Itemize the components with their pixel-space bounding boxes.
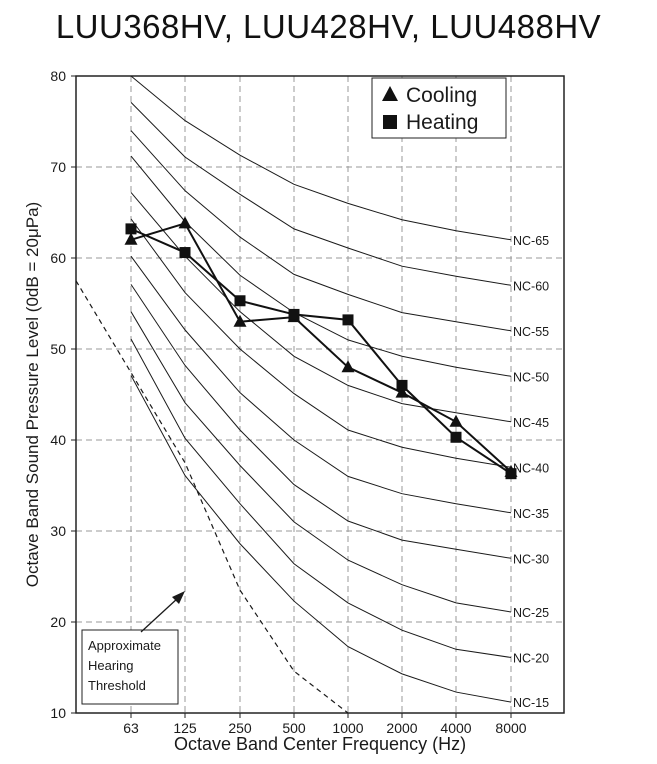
nc-curve-line xyxy=(130,130,512,332)
nc-curve-label: NC-35 xyxy=(513,507,549,521)
nc-curve-label: NC-25 xyxy=(513,606,549,620)
nc-curve-line xyxy=(130,155,512,377)
plot-frame xyxy=(75,75,565,714)
x-tick-label: 500 xyxy=(282,720,306,736)
nc-curve-line xyxy=(130,218,512,468)
annotation-text: Hearing xyxy=(88,658,134,673)
nc-curve-line xyxy=(130,255,512,514)
nc-curve-label: NC-55 xyxy=(513,325,549,339)
nc-curve-line xyxy=(130,102,512,286)
legend-box xyxy=(371,77,507,139)
nc-curve-label: NC-45 xyxy=(513,416,549,430)
x-tick-label: 8000 xyxy=(495,720,526,736)
series-line-heating xyxy=(130,227,512,475)
nc-curve-label: NC-65 xyxy=(513,234,549,248)
x-tick-label: 250 xyxy=(228,720,252,736)
nc-curve-label: NC-15 xyxy=(513,696,549,710)
x-tick-label: 1000 xyxy=(332,720,363,736)
heating-point xyxy=(505,468,517,480)
y-tick-label: 30 xyxy=(50,523,66,539)
annotation-text: Threshold xyxy=(88,678,146,693)
y-tick-label: 80 xyxy=(50,68,66,84)
series-line-cooling xyxy=(130,222,512,473)
x-tick-label: 63 xyxy=(123,720,139,736)
heating-point xyxy=(450,431,462,443)
cooling-point xyxy=(233,314,247,327)
annotation-arrow-line xyxy=(140,597,179,633)
nc-curve-line xyxy=(130,338,512,658)
y-tick-label: 60 xyxy=(50,250,66,266)
nc-curve-line xyxy=(130,75,512,241)
legend-label-heating: Heating xyxy=(406,111,478,134)
x-tick-label: 125 xyxy=(173,720,197,736)
nc-curve-label: NC-30 xyxy=(513,552,549,566)
legend-square-icon xyxy=(383,115,397,129)
heating-point xyxy=(125,223,137,235)
legend-triangle-icon xyxy=(382,86,398,101)
y-tick-label: 20 xyxy=(50,614,66,630)
nc-curve-label: NC-50 xyxy=(513,370,549,384)
nc-curve-line xyxy=(130,284,512,559)
x-tick-label: 4000 xyxy=(440,720,471,736)
cooling-point xyxy=(395,385,409,398)
annotation-box xyxy=(81,629,179,705)
x-tick-label: 2000 xyxy=(386,720,417,736)
heating-point xyxy=(342,314,354,326)
chart-title: LUU368HV, LUU428HV, LUU488HV xyxy=(55,8,602,45)
legend-label-cooling: Cooling xyxy=(406,84,477,107)
y-axis-label: Octave Band Sound Pressure Level (0dB = … xyxy=(23,202,42,587)
x-axis-label: Octave Band Center Frequency (Hz) xyxy=(174,734,466,754)
cooling-point xyxy=(341,360,355,373)
nc-curve-line xyxy=(130,192,512,423)
cooling-point xyxy=(178,216,192,229)
nc-curve-label: NC-60 xyxy=(513,279,549,293)
y-tick-label: 40 xyxy=(50,432,66,448)
cooling-point xyxy=(124,232,138,245)
hearing-threshold-line xyxy=(75,280,349,714)
nc-curve-label: NC-20 xyxy=(513,651,549,665)
nc-curve-line xyxy=(130,375,512,703)
y-tick-label: 70 xyxy=(50,159,66,175)
cooling-point xyxy=(449,414,463,427)
heating-point xyxy=(288,308,300,320)
heating-point xyxy=(179,247,191,259)
annotation-arrowhead xyxy=(172,591,185,604)
y-tick-label: 10 xyxy=(50,705,66,721)
heating-point xyxy=(396,379,408,391)
y-tick-label: 50 xyxy=(50,341,66,357)
nc-curve-label: NC-40 xyxy=(513,461,549,475)
nc-curve-line xyxy=(130,311,512,613)
heating-point xyxy=(234,295,246,307)
annotation-text: Approximate xyxy=(88,638,161,653)
